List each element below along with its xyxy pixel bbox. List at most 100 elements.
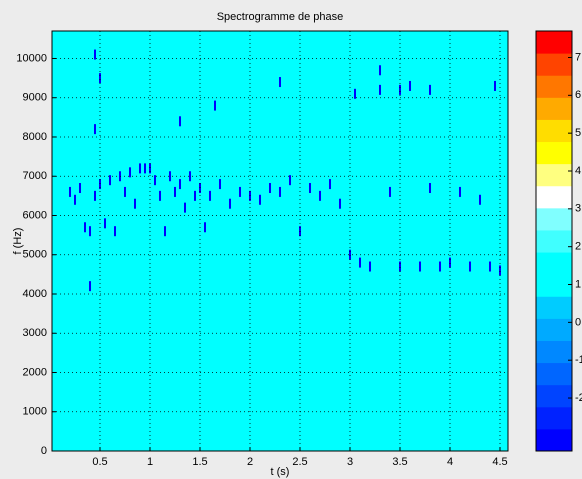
spectro-point xyxy=(319,190,321,201)
spectro-point xyxy=(489,261,491,272)
spectro-point xyxy=(494,80,496,91)
x-tick-label: 1 xyxy=(147,456,153,468)
spectro-point xyxy=(449,257,451,268)
colorbar-tick-label: 4 xyxy=(575,165,581,177)
spectro-point xyxy=(219,179,221,190)
colorbar-tick-label: 2 xyxy=(575,241,581,253)
x-tick-label: 0.5 xyxy=(92,456,107,468)
spectro-point xyxy=(149,163,151,174)
spectro-point xyxy=(459,186,461,197)
spectro-point xyxy=(69,186,71,197)
spectro-point xyxy=(184,202,186,213)
x-tick-label: 2 xyxy=(247,456,253,468)
x-tick-label: 4.5 xyxy=(492,456,507,468)
colorbar-band xyxy=(536,340,572,364)
y-tick-label: 3000 xyxy=(23,327,47,339)
spectro-point xyxy=(159,190,161,201)
colorbar-band xyxy=(536,163,572,187)
colorbar-band xyxy=(536,384,572,408)
spectro-point xyxy=(369,261,371,272)
spectro-point xyxy=(349,249,351,260)
y-tick-label: 9000 xyxy=(23,92,47,104)
y-tick-label: 10000 xyxy=(16,52,47,64)
colorbar-band xyxy=(536,406,572,430)
spectro-point xyxy=(399,261,401,272)
spectro-point xyxy=(139,163,141,174)
colorbar-band xyxy=(536,428,572,452)
spectro-point xyxy=(124,186,126,197)
y-tick-label: 2000 xyxy=(23,366,47,378)
spectro-point xyxy=(279,186,281,197)
spectro-point xyxy=(269,183,271,194)
colorbar-tick-label: 7 xyxy=(575,51,581,63)
colorbar-band xyxy=(536,252,572,275)
colorbar-frame xyxy=(535,30,573,452)
spectro-point xyxy=(104,218,106,229)
spectro-point xyxy=(99,179,101,190)
spectro-point xyxy=(279,77,281,88)
y-axis-label: f (Hz) xyxy=(12,228,24,255)
spectro-point xyxy=(399,84,401,95)
spectro-point xyxy=(204,222,206,233)
spectro-point xyxy=(144,163,146,174)
colorbar-tick-label: 0 xyxy=(575,316,581,328)
colorbar-tick-label: -2 xyxy=(575,392,582,404)
spectro-point xyxy=(154,175,156,186)
spectro-point xyxy=(114,226,116,237)
colorbar-band xyxy=(536,97,572,120)
spectro-point xyxy=(134,198,136,209)
spectro-point xyxy=(354,88,356,99)
x-tick-label: 3.5 xyxy=(392,456,407,468)
colorbar-band xyxy=(536,318,572,341)
spectro-point xyxy=(169,171,171,182)
colorbar-band xyxy=(536,229,572,253)
spectro-point xyxy=(429,84,431,95)
spectro-point xyxy=(339,198,341,209)
spectro-point xyxy=(379,65,381,76)
colorbar-band xyxy=(536,31,572,54)
colorbar-tick-label: 5 xyxy=(575,127,581,139)
spectro-point xyxy=(479,194,481,205)
colorbar-tick-label: 6 xyxy=(575,89,581,101)
spectro-point xyxy=(79,183,81,194)
spectro-point xyxy=(164,226,166,237)
spectro-point xyxy=(214,100,216,111)
chart-title: Spectrogramme de phase xyxy=(217,11,344,23)
spectro-point xyxy=(74,194,76,205)
colorbar-band xyxy=(536,53,572,76)
spectro-point xyxy=(379,84,381,95)
spectro-point xyxy=(174,186,176,197)
y-tick-label: 8000 xyxy=(23,131,47,143)
spectro-point xyxy=(419,261,421,272)
spectro-point xyxy=(439,261,441,272)
spectro-point xyxy=(239,186,241,197)
spectro-point xyxy=(289,175,291,186)
y-tick-label: 4000 xyxy=(23,288,47,300)
colorbar-tick-label: 1 xyxy=(575,278,581,290)
y-tick-label: 7000 xyxy=(23,170,47,182)
spectro-point xyxy=(94,190,96,201)
colorbar-tick-label: -1 xyxy=(575,354,582,366)
colorbar-tick-label: 3 xyxy=(575,203,581,215)
spectro-point xyxy=(189,171,191,182)
spectro-point xyxy=(499,265,501,276)
spectro-point xyxy=(429,183,431,194)
colorbar-band xyxy=(536,185,572,209)
y-tick-label: 5000 xyxy=(23,249,47,261)
spectro-point xyxy=(409,80,411,91)
spectro-point xyxy=(469,261,471,272)
spectro-point xyxy=(109,175,111,186)
spectro-point xyxy=(199,183,201,194)
x-tick-label: 2.5 xyxy=(292,456,307,468)
spectro-point xyxy=(129,167,131,178)
spectro-point xyxy=(329,179,331,190)
y-tick-label: 0 xyxy=(41,445,47,457)
x-tick-label: 1.5 xyxy=(192,456,207,468)
colorbar-band xyxy=(536,75,572,98)
spectro-point xyxy=(359,257,361,268)
x-axis-label: t (s) xyxy=(271,466,290,478)
colorbar-band xyxy=(536,296,572,319)
spectro-point xyxy=(94,49,96,60)
colorbar-band xyxy=(536,119,572,143)
